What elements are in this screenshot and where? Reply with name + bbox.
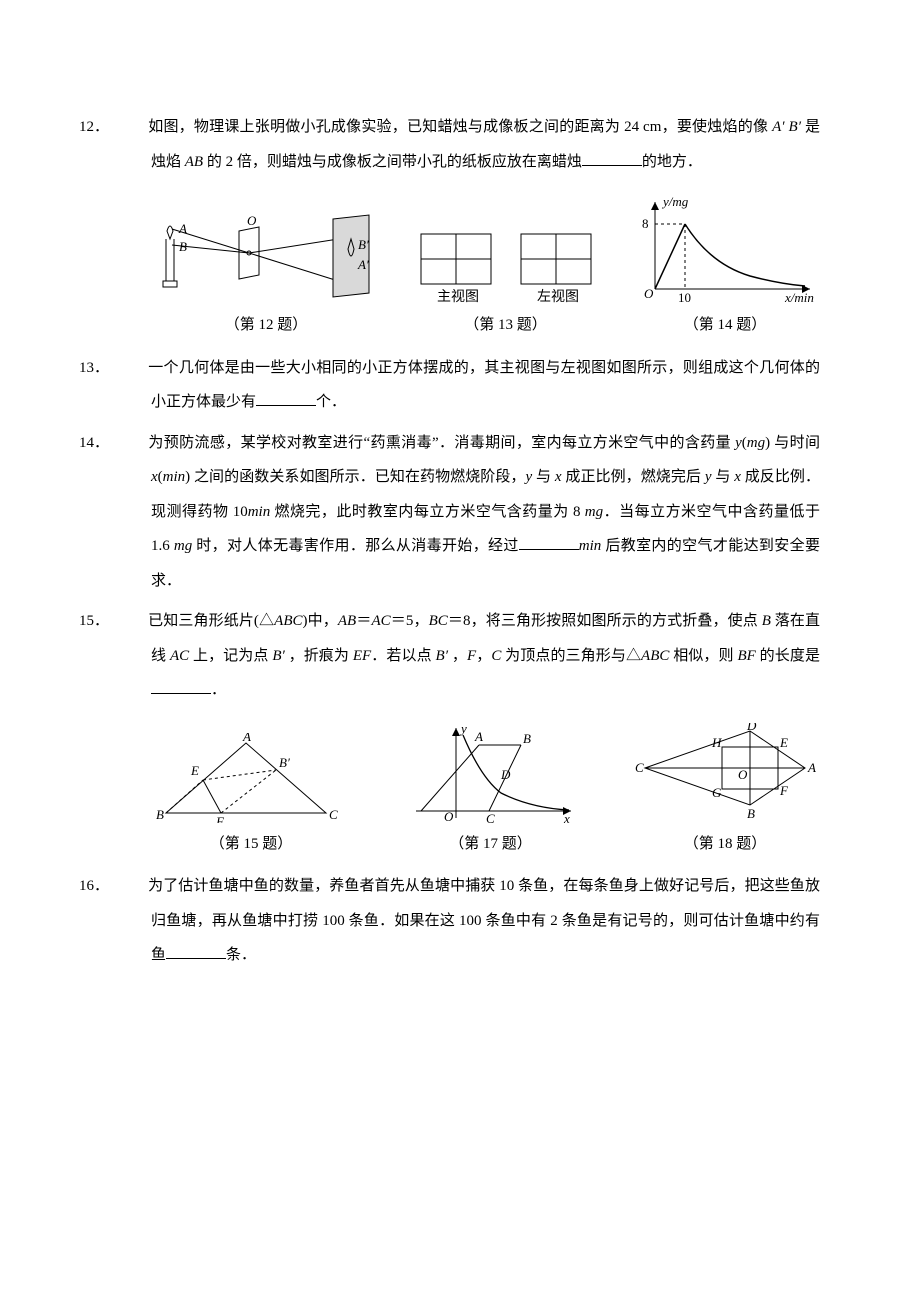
svg-text:B: B — [523, 731, 531, 746]
figure-18: C A D B H E F G O （第 18 题） — [630, 723, 820, 862]
svg-text:B′: B′ — [279, 755, 290, 770]
svg-text:G: G — [712, 785, 722, 800]
figure-14-svg: y/mg x/min O 8 10 — [630, 194, 820, 304]
svg-text:E: E — [190, 763, 199, 778]
figure-13-caption: （第 13 题） — [464, 308, 547, 343]
svg-text:D: D — [500, 767, 511, 782]
figure-15-caption: （第 15 题） — [210, 827, 293, 862]
figure-17-svg: O y x A B C D — [401, 723, 581, 823]
figure-14: y/mg x/min O 8 10 （第 14 题） — [630, 194, 820, 343]
figure-17-caption: （第 17 题） — [449, 827, 532, 862]
fill-blank — [519, 549, 579, 550]
problem-number: 12． — [115, 110, 148, 145]
svg-text:C: C — [635, 760, 644, 775]
figure-14-caption: （第 14 题） — [684, 308, 767, 343]
fill-blank — [256, 405, 316, 406]
svg-text:C: C — [329, 807, 338, 822]
svg-text:C: C — [486, 811, 495, 823]
svg-text:A: A — [807, 760, 816, 775]
svg-text:F: F — [779, 783, 789, 798]
svg-text:x/min: x/min — [784, 290, 814, 304]
problem-12-text: 12．如图，物理课上张明做小孔成像实验，已知蜡烛与成像板之间的距离为 24 cm… — [115, 110, 820, 179]
svg-text:O: O — [247, 213, 257, 228]
svg-text:主视图: 主视图 — [437, 289, 479, 304]
problem-16-text: 16．为了估计鱼塘中鱼的数量，养鱼者首先从鱼塘中捕获 10 条鱼，在每条鱼身上做… — [115, 869, 820, 973]
problem-14: 14．为预防流感，某学校对教室进行“药熏消毒”．消毒期间，室内每立方米空气中的含… — [115, 426, 820, 599]
svg-text:A: A — [242, 733, 251, 744]
figure-13: 主视图 左视图 （第 13 题） — [411, 224, 601, 343]
svg-text:A: A — [474, 729, 483, 744]
svg-text:F: F — [215, 814, 225, 823]
figure-13-svg: 主视图 左视图 — [411, 224, 601, 304]
fill-blank — [151, 693, 211, 694]
figure-17: O y x A B C D （第 17 题） — [401, 723, 581, 862]
figure-12: A B O B′ A′ （第 12 题） — [151, 209, 381, 343]
svg-text:左视图: 左视图 — [537, 289, 579, 304]
problem-14-text: 14．为预防流感，某学校对教室进行“药熏消毒”．消毒期间，室内每立方米空气中的含… — [115, 426, 820, 599]
svg-text:x: x — [563, 811, 570, 823]
svg-text:8: 8 — [642, 216, 649, 231]
figure-18-caption: （第 18 题） — [684, 827, 767, 862]
figure-12-svg: A B O B′ A′ — [151, 209, 381, 304]
svg-text:O: O — [644, 286, 654, 301]
svg-text:O: O — [444, 809, 454, 823]
problem-15-text: 15．已知三角形纸片(△ABC)中，AB＝AC＝5，BC＝8，将三角形按照如图所… — [115, 604, 820, 708]
svg-text:B: B — [156, 807, 164, 822]
svg-text:B: B — [747, 806, 755, 821]
figure-row-1: A B O B′ A′ （第 12 题） — [151, 194, 820, 343]
figure-12-caption: （第 12 题） — [225, 308, 308, 343]
problem-number: 13． — [115, 351, 148, 386]
svg-text:O: O — [738, 767, 748, 782]
problem-16: 16．为了估计鱼塘中鱼的数量，养鱼者首先从鱼塘中捕获 10 条鱼，在每条鱼身上做… — [115, 869, 820, 973]
svg-text:A′: A′ — [357, 257, 369, 272]
problem-number: 16． — [115, 869, 148, 904]
problem-number: 14． — [115, 426, 148, 461]
figure-15: A B C E F B′ （第 15 题） — [151, 733, 351, 862]
problem-number: 15． — [115, 604, 148, 639]
svg-text:y/mg: y/mg — [661, 194, 689, 209]
figure-row-2: A B C E F B′ （第 15 题） O y x — [151, 723, 820, 862]
svg-text:D: D — [746, 723, 757, 733]
figure-18-svg: C A D B H E F G O — [630, 723, 820, 823]
fill-blank — [582, 165, 642, 166]
problem-13: 13．一个几何体是由一些大小相同的小正方体摆成的，其主视图与左视图如图所示，则组… — [115, 351, 820, 420]
svg-text:H: H — [711, 735, 722, 750]
fill-blank — [166, 958, 226, 959]
problem-12: 12．如图，物理课上张明做小孔成像实验，已知蜡烛与成像板之间的距离为 24 cm… — [115, 110, 820, 179]
svg-text:y: y — [459, 723, 467, 736]
svg-text:10: 10 — [678, 290, 691, 304]
figure-15-svg: A B C E F B′ — [151, 733, 351, 823]
problem-13-text: 13．一个几何体是由一些大小相同的小正方体摆成的，其主视图与左视图如图所示，则组… — [115, 351, 820, 420]
svg-text:E: E — [779, 735, 788, 750]
problem-15: 15．已知三角形纸片(△ABC)中，AB＝AC＝5，BC＝8，将三角形按照如图所… — [115, 604, 820, 708]
svg-text:B′: B′ — [358, 237, 369, 252]
